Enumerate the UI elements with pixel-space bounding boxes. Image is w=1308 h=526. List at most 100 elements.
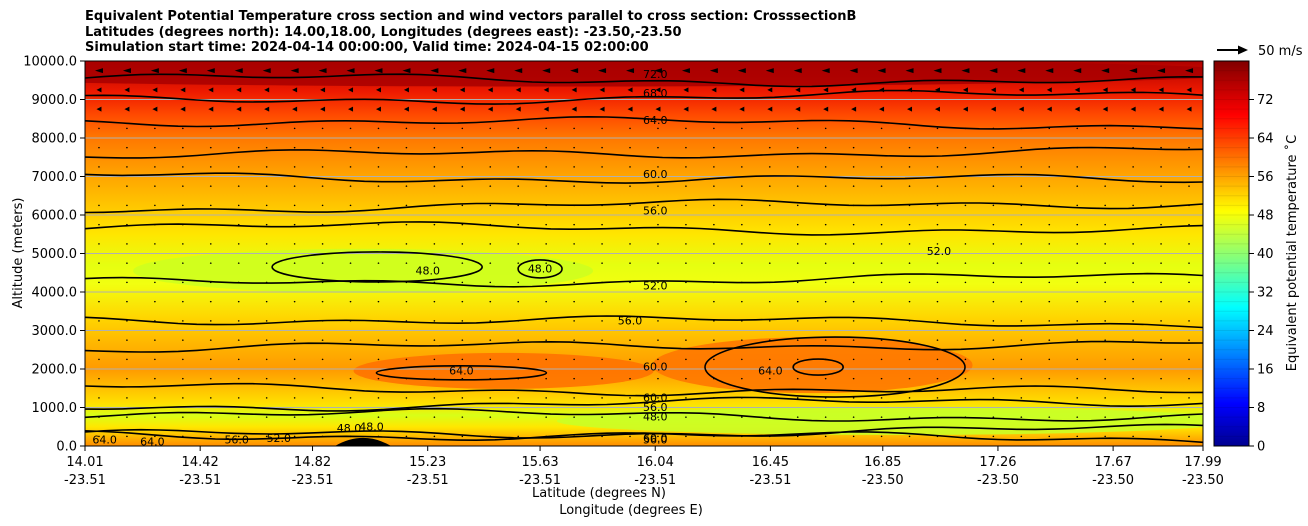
wind-vector bbox=[741, 339, 743, 341]
wind-vector bbox=[629, 358, 631, 361]
wind-vector bbox=[1132, 397, 1134, 399]
wind-vector bbox=[517, 166, 520, 168]
wind-vector bbox=[405, 127, 408, 130]
x-tick-label-lat: 16.04 bbox=[637, 455, 674, 470]
contour-line bbox=[85, 396, 1203, 412]
wind-vector bbox=[1188, 358, 1190, 361]
wind-vector bbox=[236, 106, 242, 112]
wind-vector bbox=[880, 166, 883, 168]
wind-vector bbox=[880, 223, 883, 226]
contour-label: 64.0 bbox=[449, 364, 474, 377]
wind-vector bbox=[741, 358, 743, 361]
wind-vector bbox=[98, 320, 100, 322]
wind-vector bbox=[1048, 127, 1051, 130]
wind-vector bbox=[1160, 339, 1162, 341]
wind-vector bbox=[711, 87, 717, 93]
wind-vector bbox=[545, 300, 547, 303]
wind-vector bbox=[685, 127, 687, 130]
wind-vector bbox=[126, 185, 128, 187]
wind-vector bbox=[234, 68, 243, 74]
wind-vector bbox=[573, 339, 575, 341]
wind-vector bbox=[1157, 68, 1166, 74]
wind-vector bbox=[459, 106, 465, 112]
wind-vector bbox=[936, 339, 939, 341]
wind-vector bbox=[598, 68, 607, 74]
wind-vector bbox=[657, 281, 659, 284]
wind-vector bbox=[126, 146, 128, 149]
wind-vector bbox=[1104, 243, 1106, 245]
wind-vector bbox=[237, 146, 240, 149]
wind-vector bbox=[182, 397, 184, 399]
contour-label: 52.0 bbox=[267, 432, 292, 445]
x-tick-label-lon: -23.51 bbox=[64, 473, 106, 488]
wind-vector bbox=[265, 435, 268, 438]
wind-vector bbox=[545, 223, 547, 226]
wind-vector bbox=[796, 204, 799, 207]
wind-vector bbox=[964, 397, 967, 399]
wind-vector bbox=[1188, 377, 1190, 380]
wind-vector bbox=[851, 106, 857, 112]
wind-vector bbox=[489, 358, 492, 361]
wind-vector bbox=[98, 339, 100, 341]
wind-vector bbox=[573, 204, 575, 207]
wind-vector bbox=[1160, 243, 1162, 245]
contour-label-text: 60.0 bbox=[643, 361, 668, 374]
wind-vector bbox=[685, 281, 687, 284]
wind-vector bbox=[796, 185, 799, 187]
wind-vector bbox=[405, 358, 408, 361]
wind-vector bbox=[933, 68, 942, 74]
wind-vector bbox=[293, 358, 296, 361]
wind-vector bbox=[992, 416, 995, 418]
wind-vector bbox=[152, 87, 158, 93]
wind-vector bbox=[126, 204, 128, 207]
wind-vector bbox=[265, 262, 268, 264]
wind-vector bbox=[657, 397, 659, 399]
wind-vector bbox=[1104, 166, 1106, 168]
wind-vector bbox=[182, 320, 184, 322]
wind-vector bbox=[1104, 204, 1106, 207]
wind-vector bbox=[98, 300, 100, 303]
wind-vector bbox=[545, 339, 547, 341]
wind-vector bbox=[1020, 300, 1023, 303]
wind-vector bbox=[570, 68, 579, 74]
wind-vector bbox=[377, 146, 380, 149]
wind-vector bbox=[685, 204, 687, 207]
contour-label-text: 52.0 bbox=[927, 245, 952, 258]
wind-vector bbox=[265, 377, 268, 380]
wind-vector bbox=[964, 243, 967, 245]
colorbar-tick-label: 8 bbox=[1257, 401, 1265, 416]
wind-vector bbox=[768, 435, 771, 438]
contour-line bbox=[85, 407, 1203, 422]
wind-vector bbox=[489, 204, 492, 207]
wind-vector bbox=[405, 397, 408, 399]
wind-vector bbox=[154, 281, 156, 284]
contour-line bbox=[517, 259, 563, 279]
wind-vector bbox=[880, 416, 883, 418]
wind-vector bbox=[824, 358, 827, 361]
wind-vector bbox=[626, 68, 635, 74]
wind-vector bbox=[768, 243, 771, 245]
wind-vector bbox=[685, 377, 687, 380]
wind-vector bbox=[1020, 262, 1023, 264]
contour-label: 52.0 bbox=[643, 280, 668, 293]
wind-vector bbox=[154, 416, 156, 418]
wind-vector bbox=[964, 377, 967, 380]
wind-vector bbox=[768, 397, 771, 399]
wind-vector bbox=[126, 127, 128, 130]
wind-vector bbox=[349, 223, 352, 226]
wind-vector bbox=[433, 320, 436, 322]
wind-vector bbox=[182, 243, 184, 245]
wind-vector bbox=[908, 397, 911, 399]
y-tick-label: 5000.0 bbox=[32, 247, 78, 262]
contour-label-text: 64.0 bbox=[643, 114, 668, 127]
contour-label: 60.0 bbox=[643, 432, 668, 445]
wind-vector bbox=[1102, 106, 1108, 112]
wind-vector bbox=[768, 416, 771, 418]
wind-vector bbox=[796, 166, 799, 168]
wind-vector bbox=[796, 146, 799, 149]
wind-vector bbox=[823, 87, 829, 93]
wind-vector bbox=[908, 223, 911, 226]
wind-vector bbox=[321, 300, 324, 303]
wind-vector bbox=[737, 68, 746, 74]
wind-vector bbox=[964, 416, 967, 418]
